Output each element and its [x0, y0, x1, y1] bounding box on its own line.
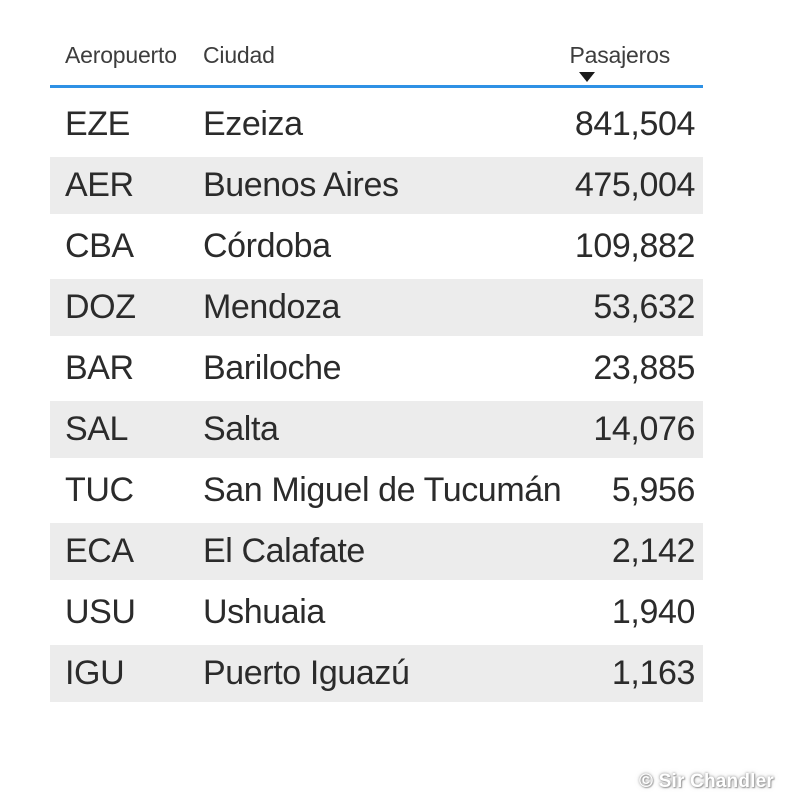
passengers-cell: 14,076 — [593, 410, 695, 448]
city-cell: Bariloche — [203, 349, 342, 387]
city-cell: Ezeiza — [203, 105, 303, 143]
passengers-cell: 1,940 — [611, 593, 695, 631]
passengers-cell: 841,504 — [574, 105, 696, 143]
table-row[interactable]: SAL Salta 14,076 — [50, 399, 703, 460]
city-cell: Buenos Aires — [203, 166, 399, 204]
city-cell: Puerto Iguazú — [203, 654, 410, 692]
passengers-cell: 23,885 — [593, 349, 695, 387]
table-row[interactable]: TUC San Miguel de Tucumán 5,956 — [50, 460, 703, 521]
airport-code-cell: TUC — [65, 471, 134, 509]
table-row[interactable]: USU Ushuaia 1,940 — [50, 582, 703, 643]
city-cell: Córdoba — [203, 227, 331, 265]
airport-code-cell: BAR — [65, 349, 134, 387]
table-row[interactable]: IGU Puerto Iguazú 1,163 — [50, 643, 703, 704]
watermark: © Sir Chandler — [638, 771, 774, 792]
city-cell: San Miguel de Tucumán — [203, 471, 562, 509]
passengers-cell: 475,004 — [574, 166, 696, 204]
column-header-pasajeros[interactable]: Pasajeros — [569, 42, 671, 68]
airport-code-cell: CBA — [65, 227, 134, 265]
city-cell: Ushuaia — [203, 593, 325, 631]
passengers-cell: 2,142 — [611, 532, 695, 570]
table-row[interactable]: CBA Córdoba 109,882 — [50, 216, 703, 277]
passengers-cell: 109,882 — [574, 227, 696, 265]
passengers-cell: 1,163 — [611, 654, 695, 692]
city-cell: Mendoza — [203, 288, 341, 326]
airport-code-cell: IGU — [65, 654, 125, 692]
passengers-cell: 53,632 — [593, 288, 695, 326]
city-cell: Salta — [203, 410, 279, 448]
table-header-row: Aeropuerto Ciudad Pasajeros — [50, 42, 703, 72]
sort-descending-icon[interactable] — [579, 72, 595, 82]
table-row[interactable]: AER Buenos Aires 475,004 — [50, 155, 703, 216]
column-header-ciudad[interactable]: Ciudad — [203, 42, 275, 68]
airport-code-cell: USU — [65, 593, 136, 631]
airport-code-cell: AER — [65, 166, 134, 204]
airport-code-cell: EZE — [65, 105, 130, 143]
table-body: EZE Ezeiza 841,504 AER Buenos Aires 475,004 CB… — [50, 94, 703, 704]
table-row[interactable]: DOZ Mendoza 53,632 — [50, 277, 703, 338]
column-header-aeropuerto[interactable]: Aeropuerto — [65, 42, 177, 68]
table-row[interactable]: BAR Bariloche 23,885 — [50, 338, 703, 399]
city-cell: El Calafate — [203, 532, 365, 570]
passengers-cell: 5,956 — [611, 471, 695, 509]
header-underline — [50, 85, 703, 88]
table-row[interactable]: EZE Ezeiza 841,504 — [50, 94, 703, 155]
airport-code-cell: ECA — [65, 532, 134, 570]
airport-code-cell: SAL — [65, 410, 129, 448]
table-row[interactable]: ECA El Calafate 2,142 — [50, 521, 703, 582]
airport-code-cell: DOZ — [65, 288, 136, 326]
